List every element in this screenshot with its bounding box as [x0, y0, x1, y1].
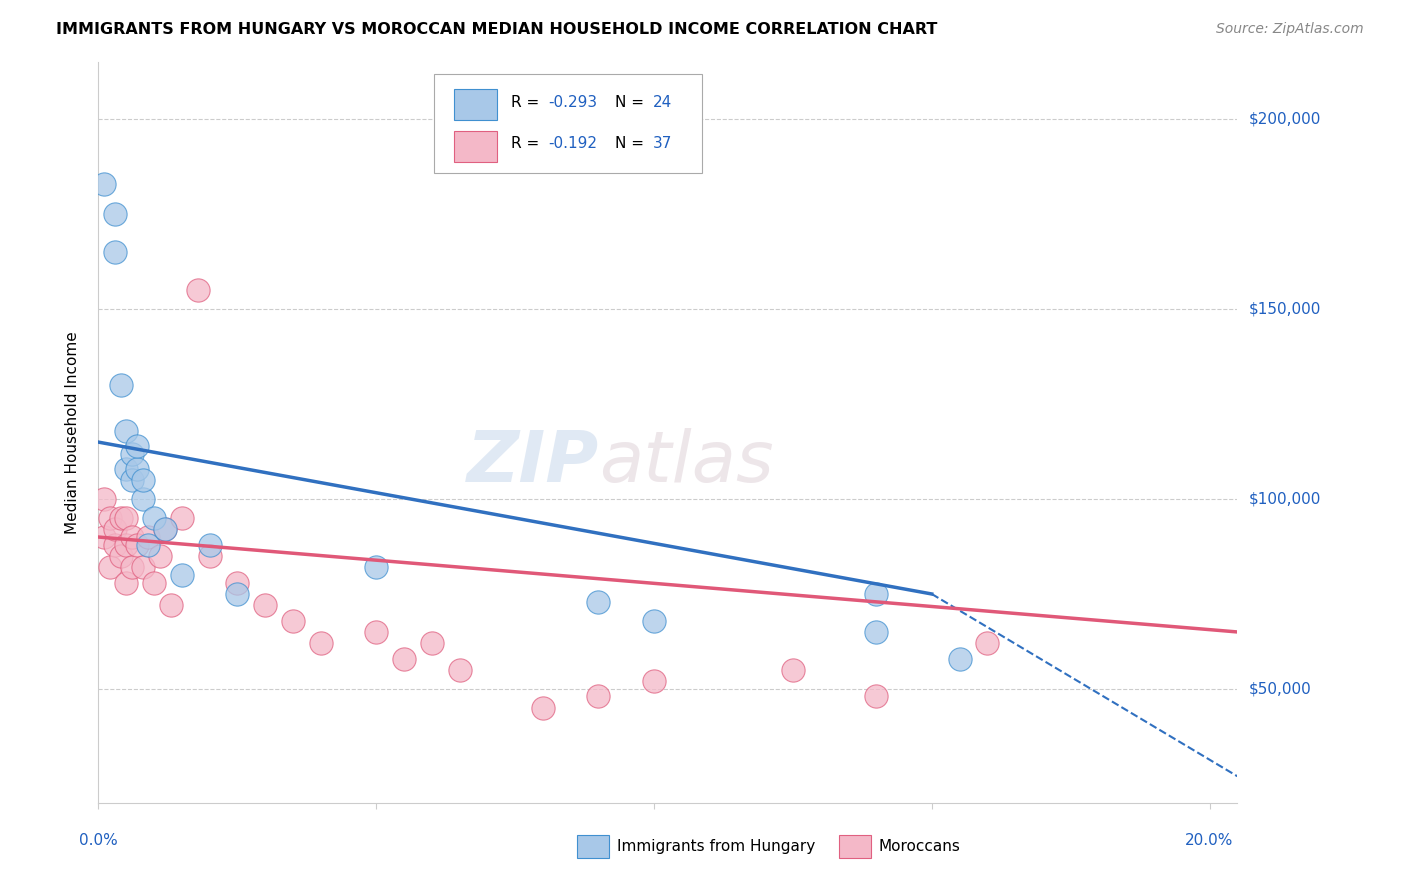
Text: 24: 24	[652, 95, 672, 110]
Point	[110, 549, 132, 563]
Point	[104, 523, 127, 537]
Point	[865, 624, 887, 639]
Text: Immigrants from Hungary: Immigrants from Hungary	[617, 839, 815, 854]
Text: 0.0%: 0.0%	[79, 833, 118, 848]
Point	[392, 651, 415, 665]
Point	[93, 177, 115, 191]
Point	[309, 636, 332, 650]
FancyBboxPatch shape	[454, 131, 498, 162]
FancyBboxPatch shape	[454, 88, 498, 120]
Text: R =: R =	[510, 95, 544, 110]
Point	[115, 461, 138, 475]
Point	[782, 663, 804, 677]
Text: -0.293: -0.293	[548, 95, 598, 110]
Point	[159, 599, 181, 613]
Point	[143, 511, 166, 525]
Point	[93, 491, 115, 506]
Point	[121, 473, 143, 487]
Point	[138, 538, 160, 552]
Point	[420, 636, 443, 650]
Point	[449, 663, 471, 677]
Point	[110, 378, 132, 392]
Point	[121, 446, 143, 460]
Point	[110, 511, 132, 525]
Point	[104, 538, 127, 552]
Text: -0.192: -0.192	[548, 136, 598, 152]
Point	[643, 674, 665, 689]
Text: Moroccans: Moroccans	[879, 839, 960, 854]
Point	[115, 538, 138, 552]
Point	[153, 523, 176, 537]
Point	[138, 530, 160, 544]
Text: IMMIGRANTS FROM HUNGARY VS MOROCCAN MEDIAN HOUSEHOLD INCOME CORRELATION CHART: IMMIGRANTS FROM HUNGARY VS MOROCCAN MEDI…	[56, 22, 938, 37]
Point	[115, 511, 138, 525]
Point	[865, 690, 887, 704]
FancyBboxPatch shape	[839, 835, 870, 858]
Text: 20.0%: 20.0%	[1185, 833, 1233, 848]
Point	[865, 587, 887, 601]
Point	[143, 575, 166, 590]
Point	[254, 599, 277, 613]
Point	[132, 560, 155, 574]
Point	[187, 283, 209, 297]
Point	[115, 424, 138, 438]
Point	[121, 560, 143, 574]
Point	[170, 568, 193, 582]
Point	[198, 538, 221, 552]
Y-axis label: Median Household Income: Median Household Income	[65, 331, 80, 534]
Point	[588, 594, 610, 608]
Point	[98, 511, 121, 525]
Text: N =: N =	[616, 95, 650, 110]
Text: $50,000: $50,000	[1249, 681, 1312, 697]
Point	[93, 530, 115, 544]
Point	[366, 624, 388, 639]
FancyBboxPatch shape	[434, 73, 702, 173]
Point	[127, 461, 149, 475]
Point	[948, 651, 970, 665]
Text: N =: N =	[616, 136, 650, 152]
Point	[127, 538, 149, 552]
FancyBboxPatch shape	[576, 835, 609, 858]
Point	[115, 575, 138, 590]
Point	[121, 530, 143, 544]
Text: $150,000: $150,000	[1249, 301, 1320, 317]
Text: R =: R =	[510, 136, 544, 152]
Text: 37: 37	[652, 136, 672, 152]
Point	[281, 614, 304, 628]
Point	[132, 473, 155, 487]
Point	[170, 511, 193, 525]
Point	[104, 207, 127, 221]
Point	[127, 439, 149, 453]
Text: Source: ZipAtlas.com: Source: ZipAtlas.com	[1216, 22, 1364, 37]
Point	[153, 523, 176, 537]
Point	[148, 549, 170, 563]
Point	[588, 690, 610, 704]
Point	[198, 549, 221, 563]
Point	[366, 560, 388, 574]
Point	[104, 245, 127, 260]
Text: $200,000: $200,000	[1249, 112, 1320, 127]
Text: ZIP: ZIP	[467, 428, 599, 497]
Point	[132, 491, 155, 506]
Point	[98, 560, 121, 574]
Text: $100,000: $100,000	[1249, 491, 1320, 507]
Point	[226, 575, 249, 590]
Point	[531, 701, 554, 715]
Point	[643, 614, 665, 628]
Point	[226, 587, 249, 601]
Text: atlas: atlas	[599, 428, 775, 497]
Point	[976, 636, 998, 650]
